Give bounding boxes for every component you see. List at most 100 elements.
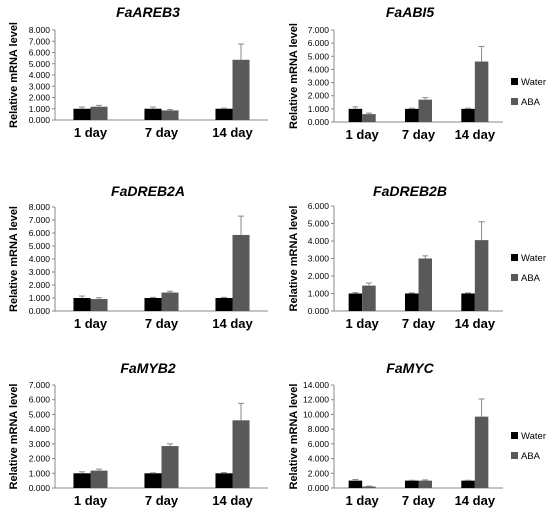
y-tick-label: 8.000 xyxy=(29,25,51,35)
x-tick-label: 14 day xyxy=(455,493,496,508)
y-tick-label: 12.000 xyxy=(303,395,329,405)
chart-title: FaDREB2B xyxy=(373,183,447,199)
legend-swatch-aba xyxy=(511,98,518,105)
bar-water xyxy=(461,293,475,311)
bar-water xyxy=(461,108,475,122)
bar-water xyxy=(144,108,162,120)
bar-water xyxy=(461,480,475,488)
y-tick-label: 6.000 xyxy=(29,395,51,405)
y-tick-label: 5.000 xyxy=(29,241,51,251)
bar-aba xyxy=(362,114,376,122)
x-tick-label: 7 day xyxy=(402,493,436,508)
bar-water xyxy=(215,473,233,488)
x-tick-label: 1 day xyxy=(74,125,108,140)
legend-swatch-water xyxy=(511,432,518,439)
chart-title: FaAREB3 xyxy=(116,4,180,20)
bar-aba xyxy=(161,292,179,311)
y-axis-label: Relative mRNA level xyxy=(8,22,20,128)
bar-aba xyxy=(90,106,108,120)
legend-swatch-water xyxy=(511,78,518,85)
y-axis-label: Relative mRNA level xyxy=(288,23,300,129)
y-tick-label: 7.000 xyxy=(29,215,51,225)
y-tick-label: 4.000 xyxy=(308,236,330,246)
legend-label-water: Water xyxy=(521,77,546,88)
bar-aba xyxy=(232,420,250,488)
y-tick-label: 3.000 xyxy=(308,78,330,88)
legend-swatch-aba xyxy=(511,452,518,459)
bar-aba xyxy=(474,61,489,122)
bar-water xyxy=(404,108,419,122)
bar-aba xyxy=(90,299,108,311)
chart-panel-0: FaAREB3 Relative mRNA level 0.0001.0002.00… xyxy=(8,4,268,140)
y-tick-label: 5.000 xyxy=(29,59,51,69)
bar-water xyxy=(215,108,233,120)
y-tick-label: 6.000 xyxy=(29,228,51,238)
chart-title: FaMYC xyxy=(386,360,434,376)
chart-title: FaABI5 xyxy=(386,4,434,20)
chart-title: FaMYB2 xyxy=(120,360,175,376)
bar-aba xyxy=(90,470,108,488)
y-tick-label: 2.000 xyxy=(29,280,51,290)
bar-water xyxy=(348,293,363,311)
y-tick-label: 0.000 xyxy=(308,483,330,493)
bar-water xyxy=(404,293,419,311)
y-tick-label: 0.000 xyxy=(308,306,330,316)
y-axis-label: Relative mRNA level xyxy=(288,206,300,312)
y-tick-label: 2.000 xyxy=(308,468,330,478)
y-tick-label: 5.000 xyxy=(308,219,330,229)
bar-aba xyxy=(161,446,179,488)
y-tick-label: 0.000 xyxy=(29,483,51,493)
y-tick-label: 10.000 xyxy=(303,409,329,419)
x-tick-label: 7 day xyxy=(145,316,179,331)
y-tick-label: 8.000 xyxy=(29,202,51,212)
legend-label-water: Water xyxy=(521,253,546,264)
y-tick-label: 0.000 xyxy=(29,115,51,125)
y-tick-label: 1.000 xyxy=(29,293,51,303)
y-tick-label: 2.000 xyxy=(29,93,51,103)
y-tick-label: 1.000 xyxy=(308,289,330,299)
bar-water xyxy=(404,480,419,488)
x-tick-label: 1 day xyxy=(74,316,108,331)
y-tick-label: 4.000 xyxy=(29,424,51,434)
legend-label-aba: ABA xyxy=(521,97,541,108)
bar-water xyxy=(144,298,162,311)
x-tick-label: 7 day xyxy=(402,316,436,331)
y-axis-label: Relative mRNA level xyxy=(8,384,20,490)
chart-panel-3: FaDREB2B Relative mRNA level 0.000 1.000 2.0… xyxy=(288,183,546,331)
chart-panel-4: FaMYB2 Relative mRNA level 0.000 1.000 2.000… xyxy=(8,360,268,508)
y-tick-label: 0.000 xyxy=(29,306,51,316)
y-tick-label: 14.000 xyxy=(303,380,329,390)
chart-panel-1: FaABI5 Relative mRNA level 0.000 1.000 2.000… xyxy=(288,4,546,142)
chart-title: FaDREB2A xyxy=(111,183,185,199)
x-tick-label: 14 day xyxy=(212,493,253,508)
chart-panel-5: FaMYC Relative mRNA level 0.000 2.000 4.000 6… xyxy=(288,360,546,508)
y-tick-label: 0.000 xyxy=(308,117,330,127)
y-tick-label: 3.000 xyxy=(308,254,330,264)
x-tick-label: 1 day xyxy=(346,316,380,331)
x-tick-label: 14 day xyxy=(455,316,496,331)
legend-swatch-water xyxy=(511,254,518,261)
legend-label-aba: ABA xyxy=(521,451,541,462)
y-tick-label: 3.000 xyxy=(29,81,51,91)
x-tick-label: 7 day xyxy=(145,493,179,508)
bar-water xyxy=(348,480,363,488)
legend-label-aba: ABA xyxy=(521,273,541,284)
bar-water xyxy=(215,298,233,311)
y-tick-label: 1.000 xyxy=(29,468,51,478)
bar-aba xyxy=(418,258,433,311)
legend-swatch-aba xyxy=(511,274,518,281)
y-tick-label: 4.000 xyxy=(308,454,330,464)
y-tick-label: 1.000 xyxy=(308,104,330,114)
y-tick-label: 7.000 xyxy=(29,36,51,46)
y-tick-label: 2.000 xyxy=(308,91,330,101)
bar-aba xyxy=(362,285,376,311)
bar-water xyxy=(348,108,363,122)
bar-water xyxy=(73,473,91,488)
y-tick-label: 6.000 xyxy=(29,48,51,58)
y-tick-label: 8.000 xyxy=(308,424,330,434)
y-tick-label: 3.000 xyxy=(29,439,51,449)
bar-aba xyxy=(418,480,433,488)
y-tick-label: 6.000 xyxy=(308,38,330,48)
x-tick-label: 7 day xyxy=(145,125,179,140)
